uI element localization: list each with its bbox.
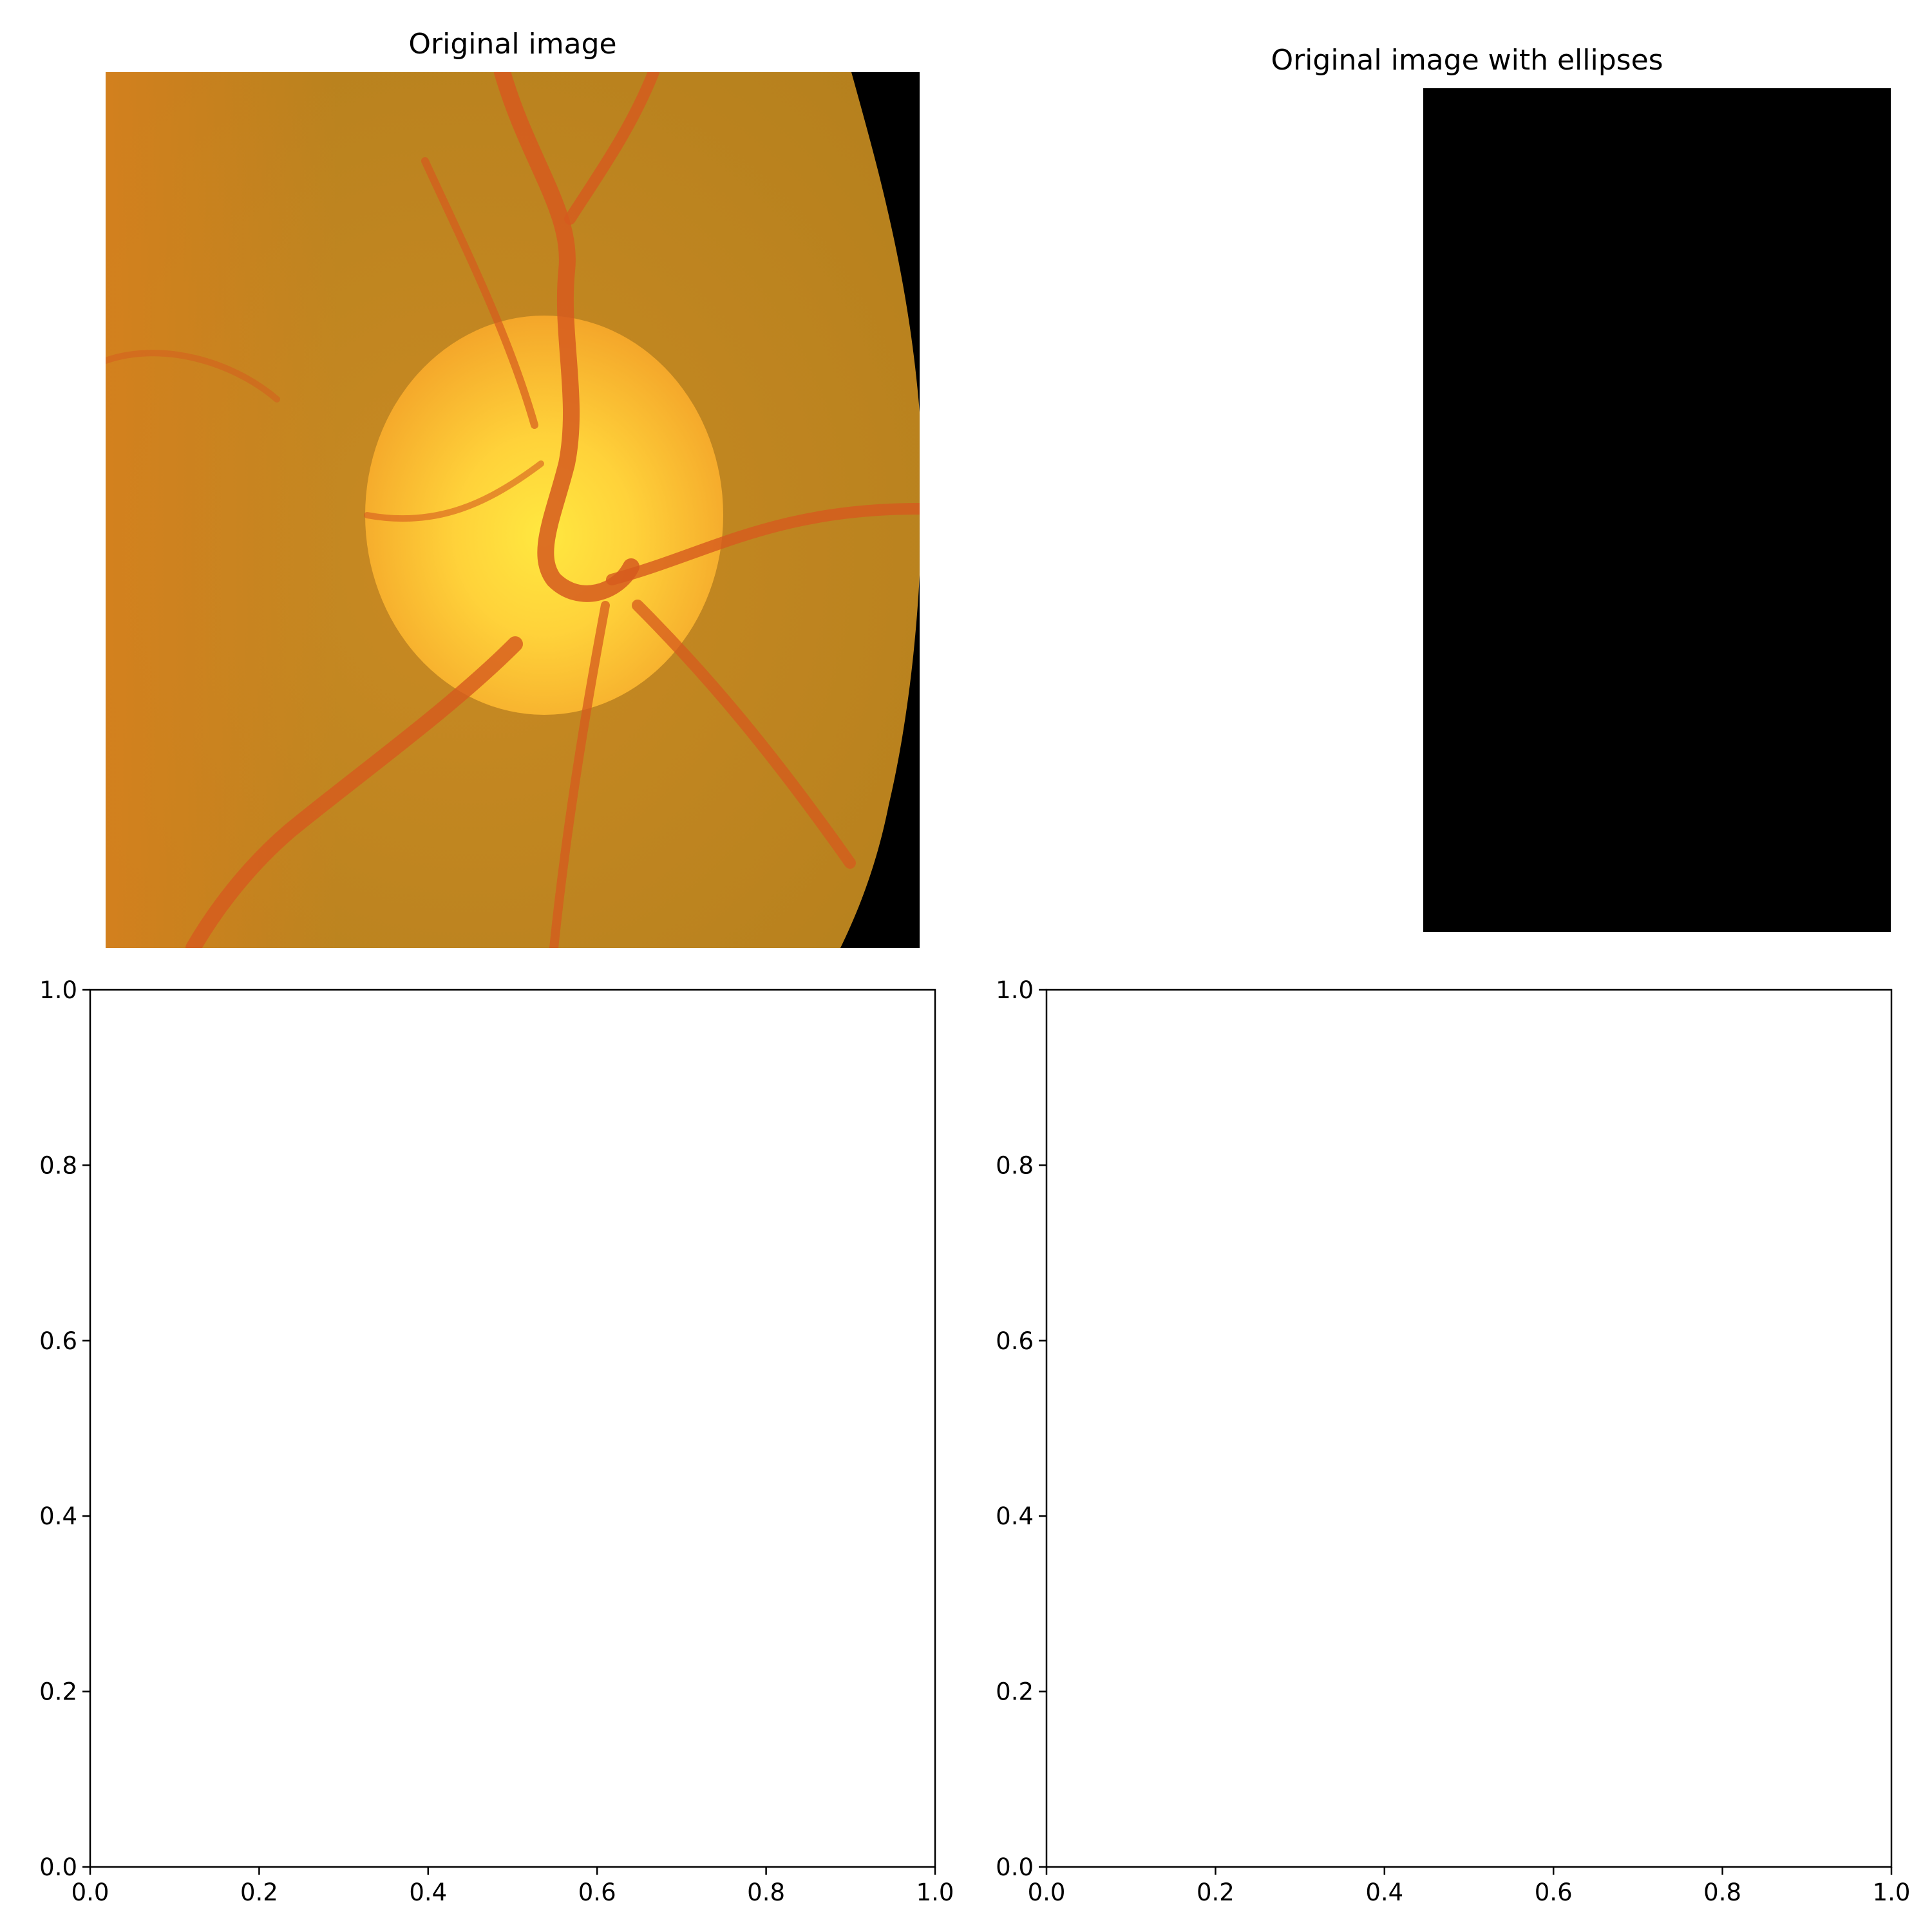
y-tick-label: 0.2 — [39, 1678, 77, 1706]
vessel-lower-left — [185, 636, 523, 948]
y-tick-label: 0.4 — [996, 1502, 1034, 1530]
empty-axes-left: 0.0 0.2 0.4 0.6 0.8 1.0 0.0 0.2 0.4 0.6 0.8 1.0 — [39, 976, 954, 1906]
y-tick-label: 0.2 — [996, 1678, 1034, 1706]
axes-frame — [89, 989, 936, 1868]
panel-original-image-with-ellipses: Original image with ellipses — [1271, 44, 1891, 932]
x-tick-label: 0.8 — [1703, 1879, 1741, 1906]
panel-original-image: Original image — [106, 28, 920, 948]
vessel-lower-right — [632, 600, 856, 869]
panel-title-original-image-with-ellipses: Original image with ellipses — [1271, 44, 1663, 77]
y-tick-label: 0.8 — [996, 1151, 1034, 1179]
x-tick-label: 0.2 — [240, 1879, 278, 1906]
x-tick-label: 0.2 — [1197, 1879, 1235, 1906]
vessel-upper-left — [421, 157, 538, 429]
vessel-upper-right — [564, 72, 659, 225]
x-tick-label: 1.0 — [916, 1879, 954, 1906]
retina-fundus-image — [106, 72, 920, 948]
x-tick-label: 0.0 — [1028, 1879, 1066, 1906]
retina-left-glow — [106, 72, 337, 948]
panel-title-original-image: Original image — [408, 28, 616, 61]
y-tick-label: 0.0 — [39, 1853, 77, 1881]
y-tick-label: 0.4 — [39, 1502, 77, 1530]
y-tick-label: 1.0 — [39, 976, 77, 1004]
vessel-left-branch — [364, 460, 544, 522]
vessel-lower-center — [549, 601, 610, 948]
x-tick-label: 0.4 — [1365, 1879, 1403, 1906]
y-tick-label: 1.0 — [996, 976, 1034, 1004]
y-tick-label: 0.8 — [39, 1151, 77, 1179]
y-tick-label: 0.6 — [996, 1327, 1034, 1355]
vessel-right-branch — [606, 503, 920, 585]
black-image-region — [1423, 88, 1891, 932]
y-tick-label: 0.0 — [996, 1853, 1034, 1881]
x-tick-label: 0.6 — [1535, 1879, 1573, 1906]
x-tick-label: 1.0 — [1873, 1879, 1911, 1906]
y-tick-label: 0.6 — [39, 1327, 77, 1355]
vessel-main-trunk — [494, 72, 639, 602]
vessel-far-left — [106, 350, 280, 402]
empty-axes-right: 0.0 0.2 0.4 0.6 0.8 1.0 0.0 0.2 0.4 0.6 0.8 1.0 — [996, 976, 1910, 1906]
x-tick-label: 0.8 — [747, 1879, 785, 1906]
blood-vessels — [106, 72, 920, 948]
x-tick-label: 0.4 — [409, 1879, 447, 1906]
axes-frame — [1045, 989, 1893, 1868]
x-tick-label: 0.6 — [578, 1879, 616, 1906]
x-tick-label: 0.0 — [71, 1879, 109, 1906]
